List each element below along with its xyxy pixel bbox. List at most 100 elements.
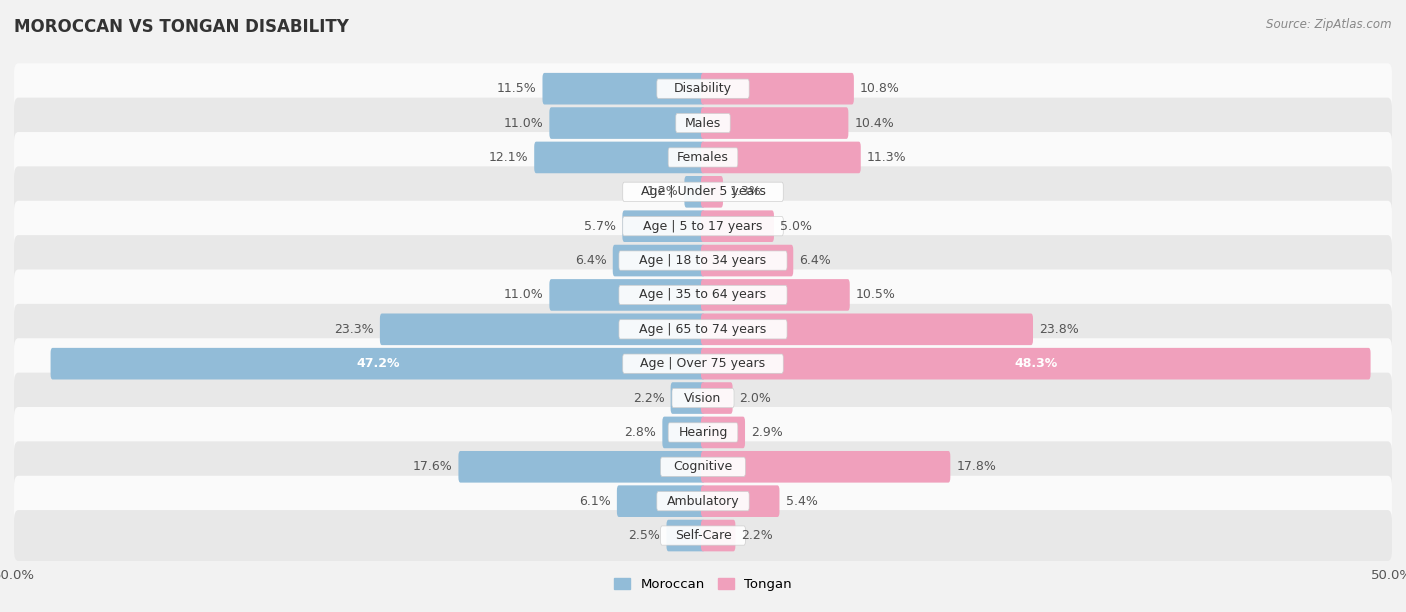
- Text: 11.0%: 11.0%: [503, 288, 543, 302]
- FancyBboxPatch shape: [657, 491, 749, 511]
- FancyBboxPatch shape: [702, 485, 779, 517]
- FancyBboxPatch shape: [619, 251, 787, 270]
- FancyBboxPatch shape: [702, 417, 745, 448]
- FancyBboxPatch shape: [702, 176, 723, 207]
- FancyBboxPatch shape: [702, 211, 773, 242]
- Text: 1.3%: 1.3%: [730, 185, 761, 198]
- Text: Ambulatory: Ambulatory: [666, 494, 740, 508]
- FancyBboxPatch shape: [14, 373, 1392, 424]
- Text: 23.8%: 23.8%: [1039, 323, 1078, 336]
- FancyBboxPatch shape: [702, 348, 1371, 379]
- FancyBboxPatch shape: [534, 141, 704, 173]
- FancyBboxPatch shape: [668, 148, 738, 167]
- Text: Age | 35 to 64 years: Age | 35 to 64 years: [640, 288, 766, 302]
- FancyBboxPatch shape: [685, 176, 704, 207]
- Text: 11.0%: 11.0%: [503, 116, 543, 130]
- Text: 1.2%: 1.2%: [647, 185, 678, 198]
- FancyBboxPatch shape: [702, 279, 849, 311]
- FancyBboxPatch shape: [543, 73, 704, 105]
- FancyBboxPatch shape: [550, 107, 704, 139]
- Text: 10.8%: 10.8%: [860, 82, 900, 95]
- Text: 17.8%: 17.8%: [956, 460, 997, 473]
- FancyBboxPatch shape: [14, 98, 1392, 149]
- FancyBboxPatch shape: [702, 520, 735, 551]
- Text: 17.6%: 17.6%: [412, 460, 453, 473]
- FancyBboxPatch shape: [702, 451, 950, 483]
- FancyBboxPatch shape: [14, 304, 1392, 355]
- FancyBboxPatch shape: [623, 211, 704, 242]
- FancyBboxPatch shape: [671, 382, 704, 414]
- FancyBboxPatch shape: [702, 245, 793, 277]
- FancyBboxPatch shape: [619, 285, 787, 305]
- FancyBboxPatch shape: [613, 245, 704, 277]
- Text: Vision: Vision: [685, 392, 721, 405]
- Text: 6.4%: 6.4%: [800, 254, 831, 267]
- FancyBboxPatch shape: [702, 73, 853, 105]
- FancyBboxPatch shape: [657, 79, 749, 99]
- Text: 10.4%: 10.4%: [855, 116, 894, 130]
- Text: Age | 5 to 17 years: Age | 5 to 17 years: [644, 220, 762, 233]
- Text: Source: ZipAtlas.com: Source: ZipAtlas.com: [1267, 18, 1392, 31]
- FancyBboxPatch shape: [617, 485, 704, 517]
- FancyBboxPatch shape: [14, 269, 1392, 320]
- FancyBboxPatch shape: [662, 417, 704, 448]
- FancyBboxPatch shape: [14, 132, 1392, 183]
- Text: 2.8%: 2.8%: [624, 426, 657, 439]
- Text: Males: Males: [685, 116, 721, 130]
- Text: 5.0%: 5.0%: [780, 220, 813, 233]
- FancyBboxPatch shape: [458, 451, 704, 483]
- Text: Disability: Disability: [673, 82, 733, 95]
- Text: 11.3%: 11.3%: [868, 151, 907, 164]
- FancyBboxPatch shape: [623, 354, 783, 373]
- FancyBboxPatch shape: [661, 457, 745, 476]
- FancyBboxPatch shape: [702, 107, 848, 139]
- Text: 10.5%: 10.5%: [856, 288, 896, 302]
- Text: Age | Under 5 years: Age | Under 5 years: [641, 185, 765, 198]
- Text: Age | 65 to 74 years: Age | 65 to 74 years: [640, 323, 766, 336]
- FancyBboxPatch shape: [14, 441, 1392, 492]
- FancyBboxPatch shape: [619, 319, 787, 339]
- FancyBboxPatch shape: [14, 63, 1392, 114]
- Text: 5.4%: 5.4%: [786, 494, 817, 508]
- FancyBboxPatch shape: [14, 338, 1392, 389]
- FancyBboxPatch shape: [14, 510, 1392, 561]
- Text: 6.1%: 6.1%: [579, 494, 610, 508]
- Text: 12.1%: 12.1%: [488, 151, 529, 164]
- FancyBboxPatch shape: [14, 166, 1392, 217]
- FancyBboxPatch shape: [51, 348, 704, 379]
- FancyBboxPatch shape: [702, 141, 860, 173]
- FancyBboxPatch shape: [623, 217, 783, 236]
- FancyBboxPatch shape: [623, 182, 783, 201]
- FancyBboxPatch shape: [14, 235, 1392, 286]
- FancyBboxPatch shape: [676, 113, 730, 133]
- Text: Hearing: Hearing: [678, 426, 728, 439]
- Text: Cognitive: Cognitive: [673, 460, 733, 473]
- FancyBboxPatch shape: [14, 201, 1392, 252]
- FancyBboxPatch shape: [14, 407, 1392, 458]
- Text: 2.0%: 2.0%: [738, 392, 770, 405]
- Legend: Moroccan, Tongan: Moroccan, Tongan: [609, 573, 797, 597]
- Text: Age | Over 75 years: Age | Over 75 years: [641, 357, 765, 370]
- Text: 2.2%: 2.2%: [633, 392, 665, 405]
- Text: 47.2%: 47.2%: [356, 357, 399, 370]
- Text: 5.7%: 5.7%: [585, 220, 616, 233]
- FancyBboxPatch shape: [666, 520, 704, 551]
- Text: 48.3%: 48.3%: [1014, 357, 1057, 370]
- Text: 11.5%: 11.5%: [496, 82, 536, 95]
- Text: 2.2%: 2.2%: [741, 529, 773, 542]
- Text: 2.5%: 2.5%: [628, 529, 661, 542]
- Text: Age | 18 to 34 years: Age | 18 to 34 years: [640, 254, 766, 267]
- FancyBboxPatch shape: [380, 313, 704, 345]
- FancyBboxPatch shape: [702, 382, 733, 414]
- Text: 23.3%: 23.3%: [335, 323, 374, 336]
- FancyBboxPatch shape: [668, 423, 738, 442]
- FancyBboxPatch shape: [550, 279, 704, 311]
- FancyBboxPatch shape: [661, 526, 745, 545]
- Text: 6.4%: 6.4%: [575, 254, 606, 267]
- FancyBboxPatch shape: [14, 476, 1392, 526]
- Text: MOROCCAN VS TONGAN DISABILITY: MOROCCAN VS TONGAN DISABILITY: [14, 18, 349, 36]
- Text: 2.9%: 2.9%: [751, 426, 783, 439]
- Text: Self-Care: Self-Care: [675, 529, 731, 542]
- FancyBboxPatch shape: [702, 313, 1033, 345]
- FancyBboxPatch shape: [672, 389, 734, 408]
